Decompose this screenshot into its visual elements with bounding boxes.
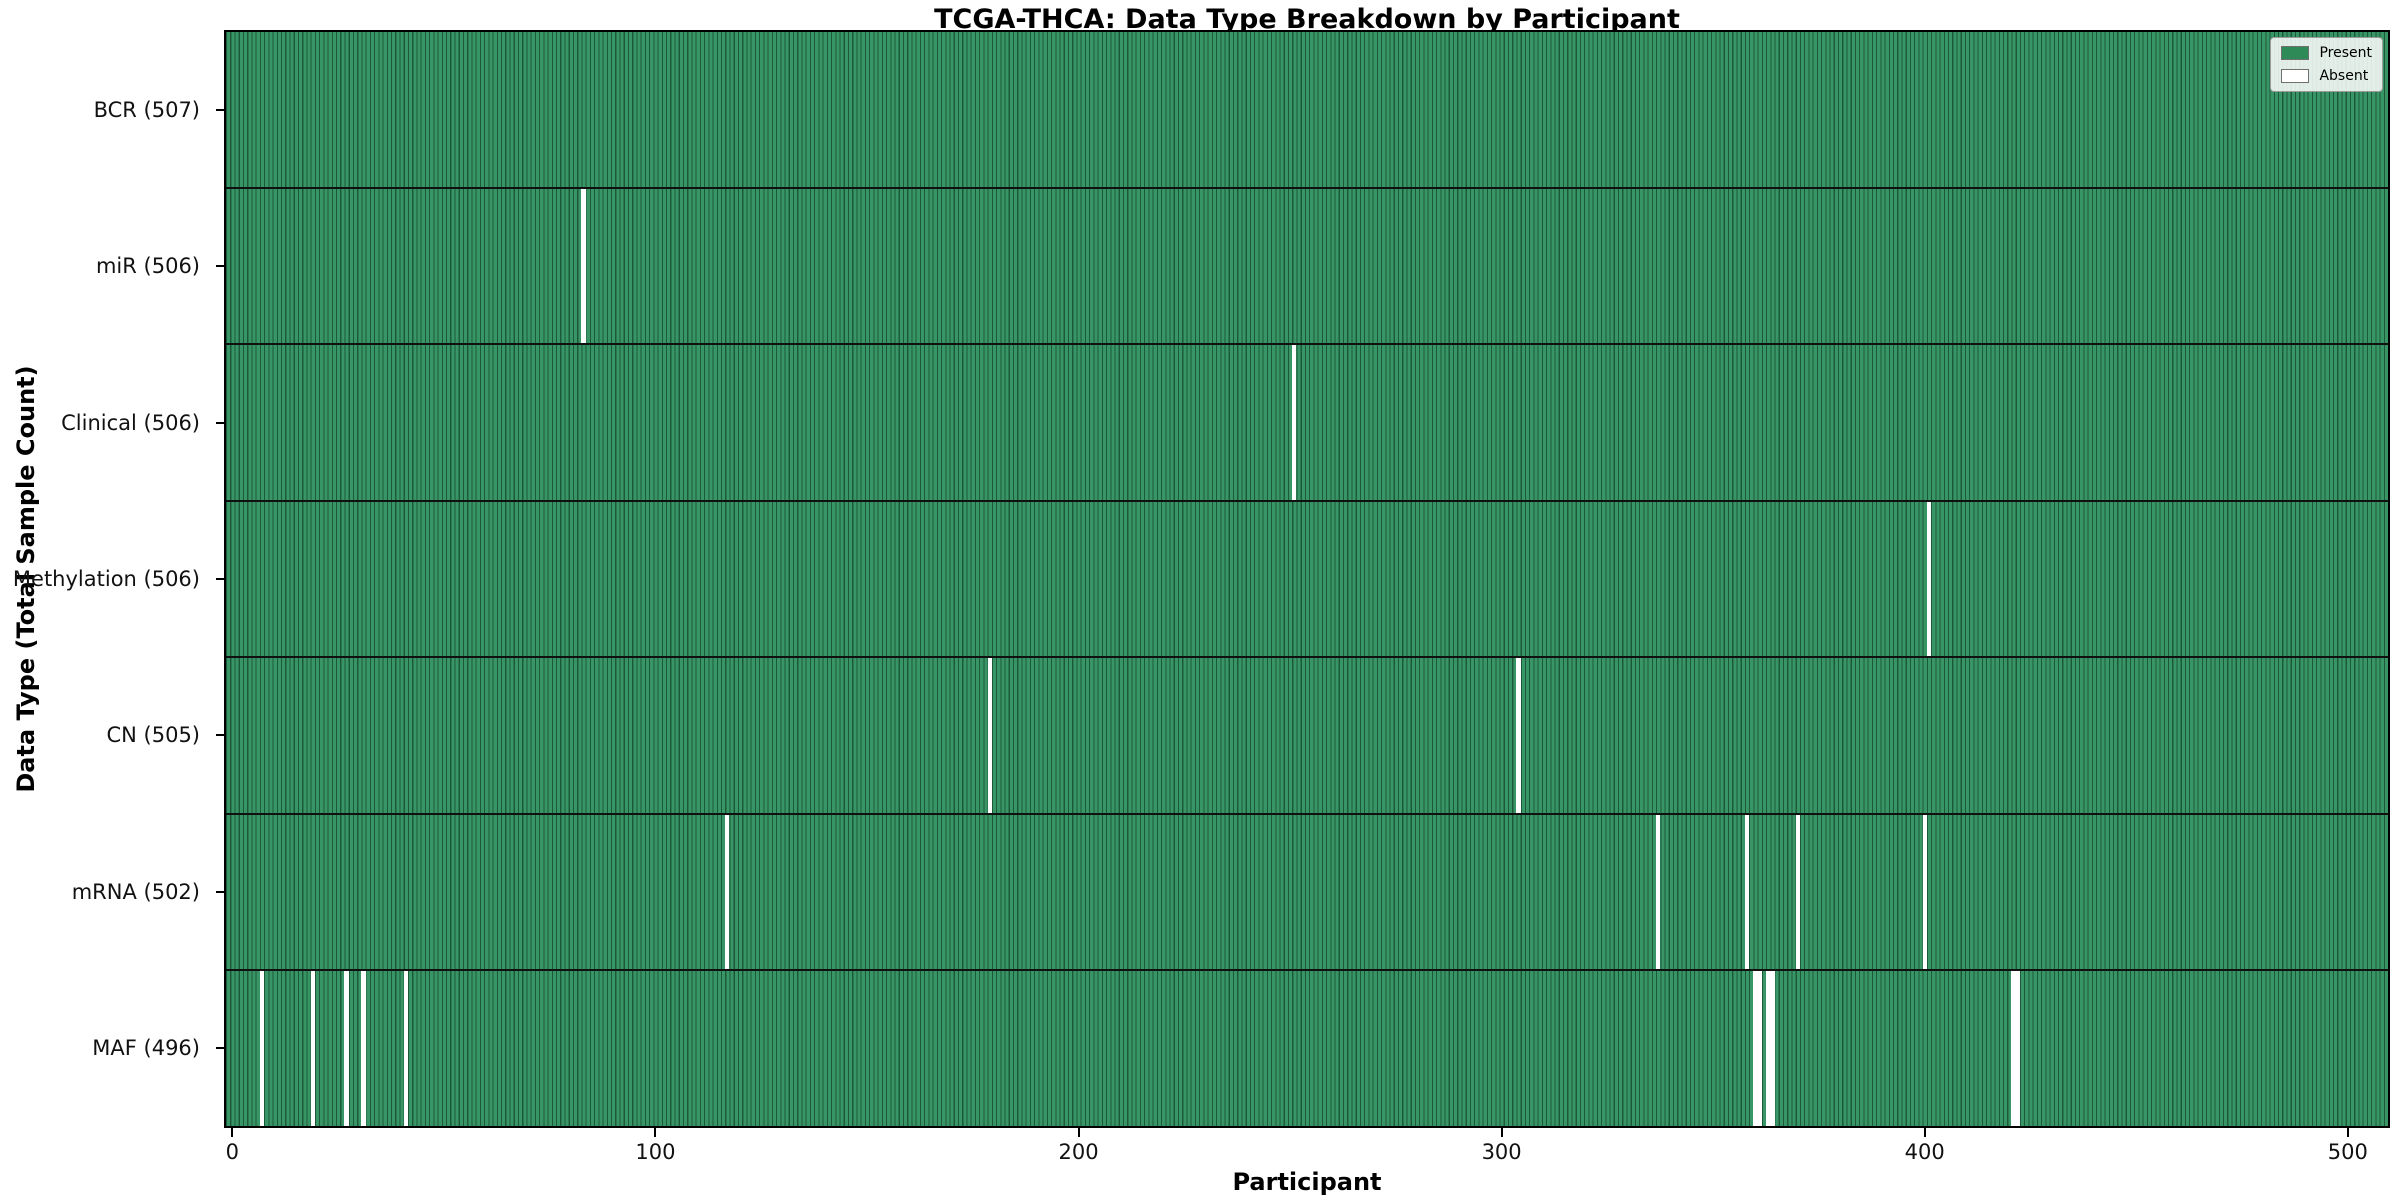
legend-entry-absent: Absent [2281,68,2372,84]
present-swatch-icon [2281,46,2310,60]
x-tick-label: 300 [1481,1140,1522,1164]
absent-swatch-icon [2281,69,2310,83]
absent-gap [310,971,315,1127]
y-tick-mark [216,578,224,580]
row-cn [226,656,2388,813]
absent-gap [725,814,730,970]
absent-gap [1292,345,1297,500]
y-tick-label: MAF (496) [92,1035,200,1060]
plot-area: Present Absent [224,30,2390,1128]
absent-gap [259,971,265,1127]
row-clinical [226,343,2388,500]
row-maf [226,969,2388,1127]
absent-gap [1926,501,1932,657]
y-tick-mark [216,421,224,424]
y-tick-mark [216,265,224,268]
x-tick-label: 500 [2327,1140,2368,1164]
x-tick-mark [1077,1128,1080,1137]
absent-gap [1744,814,1750,970]
absent-gap [1795,814,1800,970]
absent-gap [987,658,992,813]
row-mir [226,186,2388,344]
x-tick-label: 0 [225,1140,240,1164]
y-tick-label: CN (505) [106,723,200,748]
y-tick-label: Clinical (506) [61,410,200,435]
absent-gap [1770,971,1775,1127]
legend-entry-present: Present [2281,45,2372,61]
absent-gap [1757,971,1762,1127]
x-tick-mark [2346,1128,2349,1137]
x-tick-mark [231,1128,234,1137]
y-tick-label: miR (506) [95,254,200,279]
absent-gap [2011,971,2016,1127]
absent-gap [1753,971,1758,1127]
row-mrna [226,812,2388,970]
absent-gap [1656,814,1661,970]
absent-gap [581,188,586,344]
absent-gap [344,971,349,1127]
x-tick-label: 100 [635,1140,676,1164]
legend-present-label: Present [2319,45,2372,61]
y-tick-label: Methylation (506) [12,567,200,591]
absent-gap [2015,971,2020,1127]
row-methylation [226,499,2388,657]
x-tick-label: 200 [1058,1140,1099,1164]
y-tick-label: mRNA (502) [71,879,200,904]
absent-gap [403,971,408,1127]
y-tick-label: BCR (507) [93,98,200,123]
absent-gap [361,971,366,1127]
absent-gap [1766,971,1771,1127]
y-tick-mark [216,890,224,893]
x-tick-mark [654,1128,657,1137]
x-tick-mark [1923,1128,1926,1137]
x-tick-label: 400 [1904,1140,1945,1164]
chart-title: TCGA-THCA: Data Type Breakdown by Partic… [934,4,1680,35]
y-tick-mark [216,734,224,737]
absent-gap [1516,658,1521,813]
x-axis-label: Participant [1232,1168,1382,1196]
row-bcr [226,32,2388,187]
x-tick-mark [1500,1128,1503,1137]
legend-absent-label: Absent [2319,68,2369,84]
absent-gap [1922,814,1927,970]
legend: Present Absent [2270,37,2383,92]
y-tick-mark [216,1046,224,1049]
y-tick-mark [216,109,224,112]
